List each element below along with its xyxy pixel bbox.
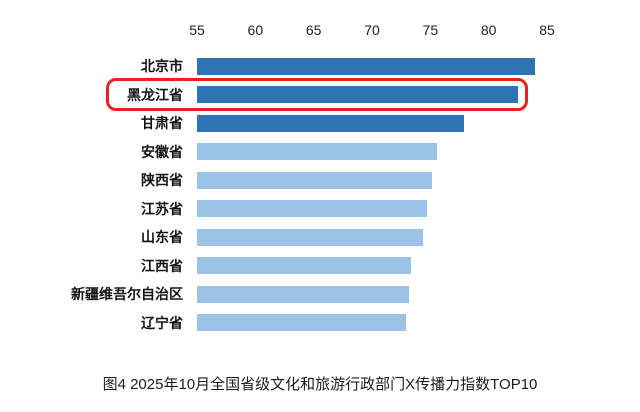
x-tick-label: 80 — [480, 22, 497, 38]
bar — [197, 285, 410, 303]
bar-row: 陕西省 — [0, 166, 640, 195]
bar — [197, 228, 424, 246]
x-axis: 55 60 65 70 75 80 85 — [189, 22, 555, 40]
bar-row: 江苏省 — [0, 195, 640, 224]
x-tick-label: 85 — [539, 22, 555, 38]
bar-row: 甘肃省 — [0, 109, 640, 138]
bar-track — [197, 143, 547, 161]
x-tick-label: 70 — [364, 22, 380, 38]
bar — [197, 200, 427, 218]
bar-track — [197, 257, 547, 275]
bar-track — [197, 57, 547, 75]
bar-row: 黑龙江省 — [0, 77, 640, 111]
bar-track — [197, 114, 547, 132]
bar — [197, 143, 438, 161]
x-tick-label: 60 — [247, 22, 264, 38]
bar — [197, 114, 465, 132]
category-label: 山东省 — [141, 229, 183, 246]
bar — [197, 86, 518, 104]
bar-row: 江西省 — [0, 252, 640, 281]
x-tick-label: 65 — [305, 22, 322, 38]
bar — [197, 57, 536, 75]
bar-track — [197, 285, 547, 303]
x-tick-label: 75 — [422, 22, 439, 38]
category-label: 江苏省 — [141, 200, 183, 217]
bar — [197, 257, 411, 275]
bar-track — [197, 200, 547, 218]
category-label: 辽宁省 — [141, 314, 183, 331]
bar-row: 新疆维吾尔自治区 — [0, 280, 640, 309]
category-label: 陕西省 — [141, 172, 183, 189]
category-label: 新疆维吾尔自治区 — [71, 286, 183, 303]
category-label: 江西省 — [141, 257, 183, 274]
bar-track — [197, 86, 547, 104]
bar-track — [197, 171, 547, 189]
bar — [197, 314, 406, 332]
bar-row: 北京市 — [0, 52, 640, 81]
figure-caption: 图4 2025年10月全国省级文化和旅游行政部门X传播力指数TOP10 — [102, 376, 538, 393]
bar — [197, 171, 432, 189]
category-label: 黑龙江省 — [127, 86, 183, 103]
bar-track — [197, 314, 547, 332]
category-label: 北京市 — [141, 58, 183, 75]
bar-rows: 北京市黑龙江省甘肃省安徽省陕西省江苏省山东省江西省新疆维吾尔自治区辽宁省 — [0, 52, 640, 337]
x-tick-label: 55 — [189, 22, 205, 38]
bar-row: 山东省 — [0, 223, 640, 252]
bar-row: 辽宁省 — [0, 309, 640, 338]
bar-row: 安徽省 — [0, 138, 640, 167]
category-label: 甘肃省 — [141, 115, 183, 132]
bar-track — [197, 228, 547, 246]
category-label: 安徽省 — [141, 143, 183, 160]
